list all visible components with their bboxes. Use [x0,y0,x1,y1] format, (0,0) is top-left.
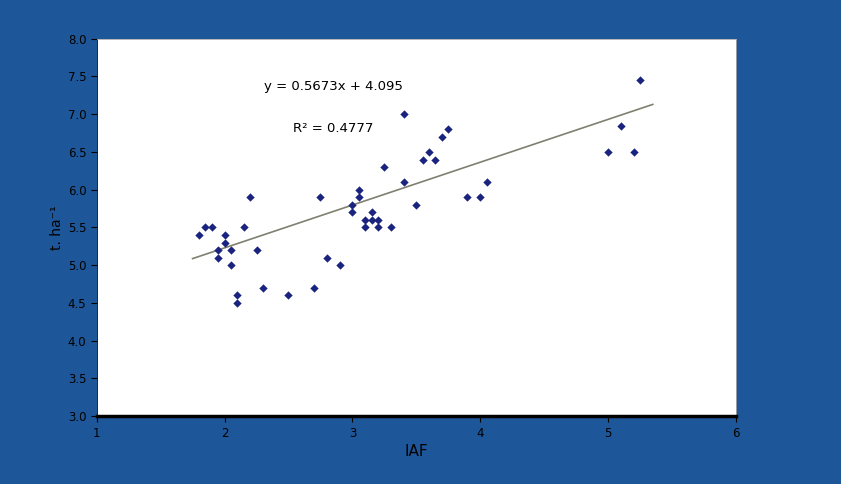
Text: R² = 0.4777: R² = 0.4777 [293,122,373,135]
Point [633,76,647,84]
Point [205,224,219,231]
Point [211,254,225,261]
Point [320,254,334,261]
Point [307,284,320,292]
Point [193,231,206,239]
Point [397,178,410,186]
Point [211,246,225,254]
Point [225,246,238,254]
Point [442,125,455,133]
Point [218,231,231,239]
Point [429,156,442,164]
Point [614,121,627,129]
Point [601,148,615,156]
Point [243,194,257,201]
Point [371,216,384,224]
Point [397,110,410,118]
Point [435,133,448,141]
Point [352,186,366,194]
Point [480,178,494,186]
Point [230,291,244,299]
Point [225,261,238,269]
X-axis label: IAF: IAF [405,444,428,459]
Point [250,246,263,254]
Point [384,224,398,231]
Point [198,224,212,231]
Point [422,148,436,156]
Text: y = 0.5673x + 4.095: y = 0.5673x + 4.095 [264,80,403,93]
Point [346,209,359,216]
Point [461,194,474,201]
Point [378,163,391,171]
Point [358,216,372,224]
Point [257,284,270,292]
Point [333,261,346,269]
Y-axis label: t. ha⁻¹: t. ha⁻¹ [50,205,64,250]
Point [230,299,244,307]
Point [352,194,366,201]
Point [627,148,640,156]
Point [237,224,251,231]
Point [371,224,384,231]
Point [346,201,359,209]
Point [410,201,423,209]
Point [282,291,295,299]
Point [365,216,378,224]
Point [218,239,231,246]
Point [473,194,487,201]
Point [358,224,372,231]
Point [314,194,327,201]
Point [416,156,430,164]
Point [365,209,378,216]
